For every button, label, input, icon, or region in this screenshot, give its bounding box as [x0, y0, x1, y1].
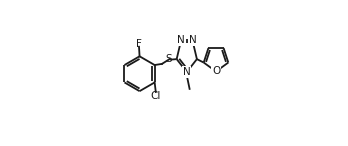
Text: O: O: [212, 66, 220, 77]
Text: Cl: Cl: [151, 91, 161, 101]
Text: N: N: [189, 35, 196, 45]
Text: N: N: [177, 35, 185, 45]
Text: F: F: [136, 39, 142, 49]
Text: S: S: [166, 54, 172, 64]
Text: N: N: [183, 67, 191, 77]
